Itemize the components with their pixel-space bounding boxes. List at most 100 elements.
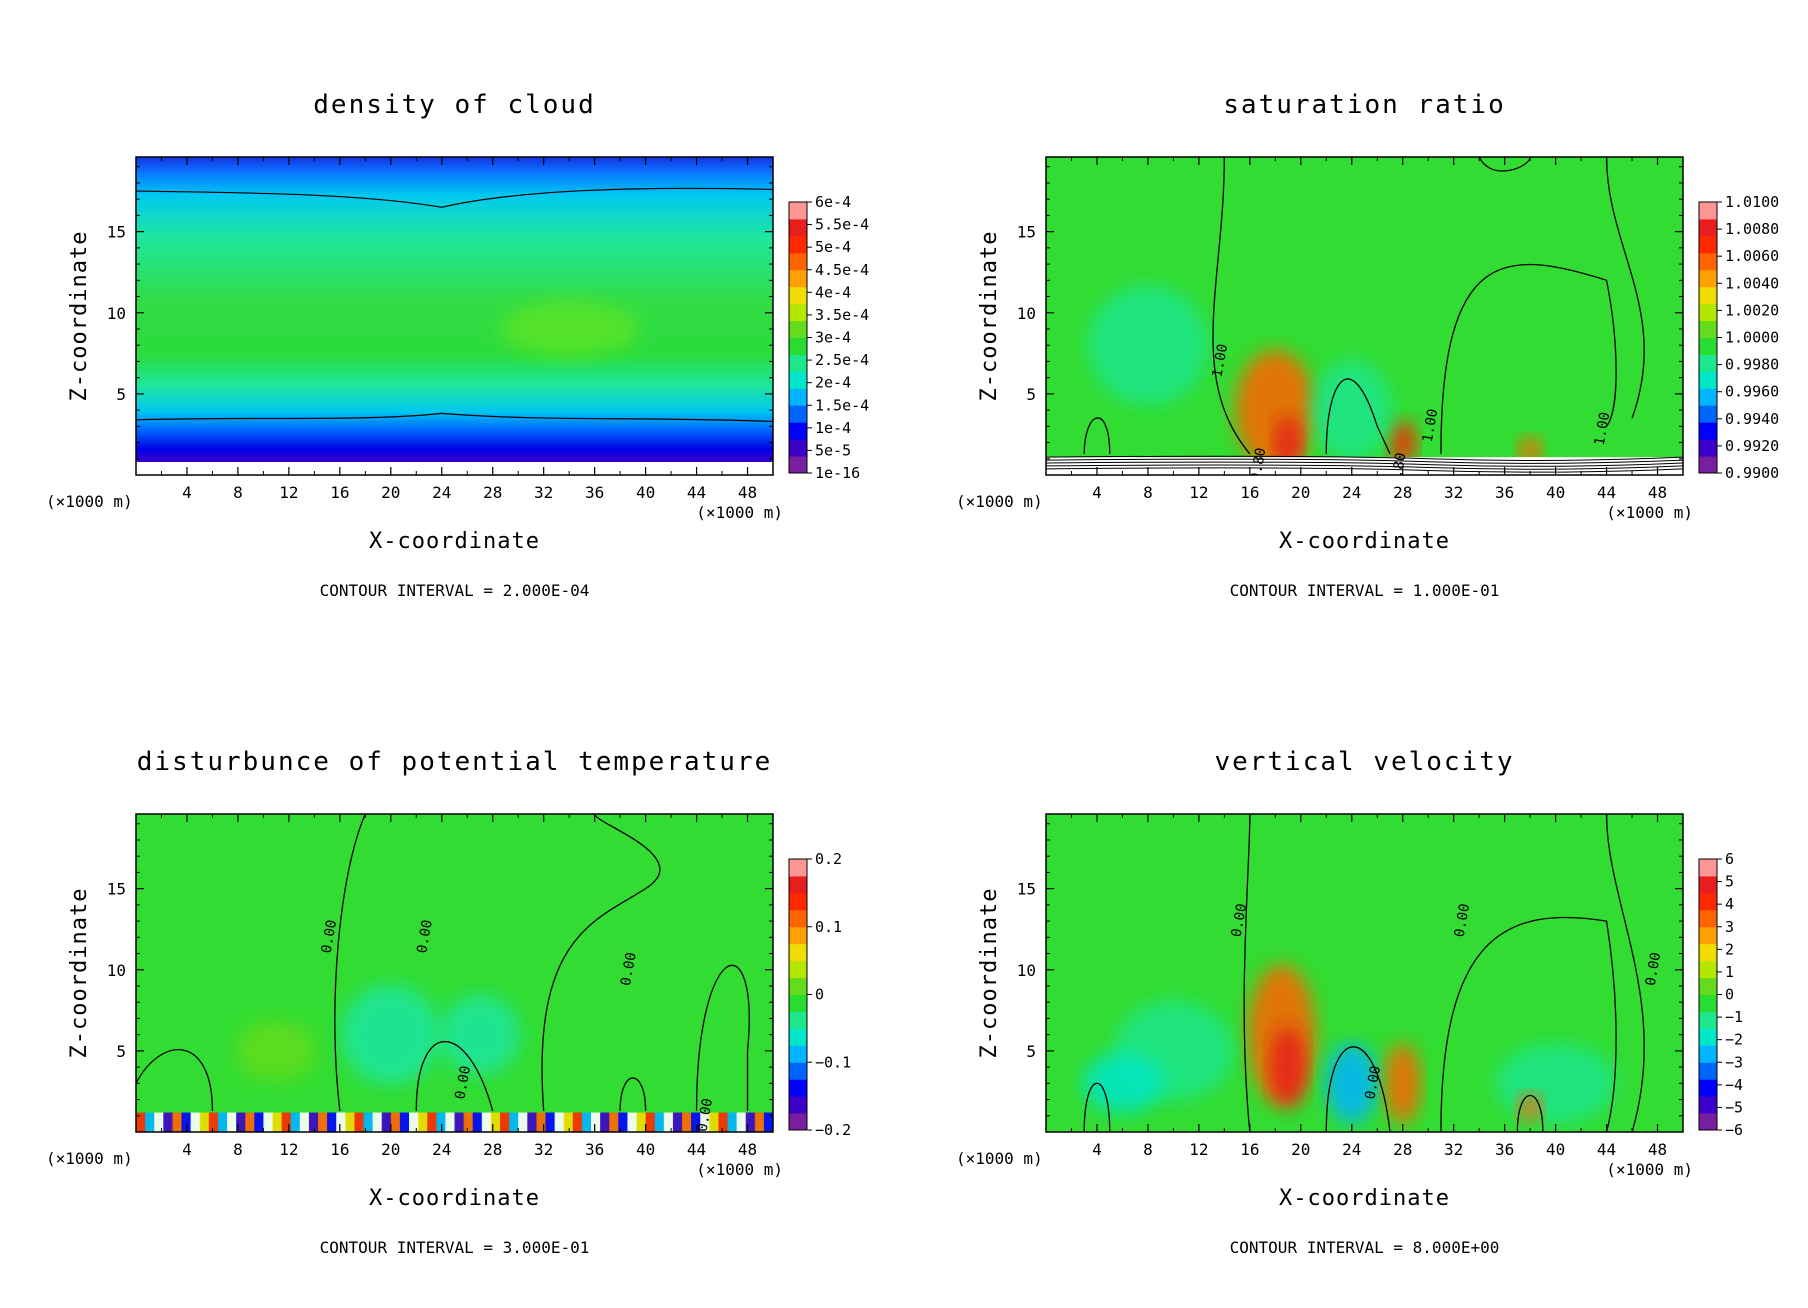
colorbar-swatch	[789, 1062, 807, 1080]
x-tick-label: 4	[182, 1140, 192, 1159]
colorbar-swatch	[1699, 1028, 1717, 1046]
x-tick-label: 12	[1189, 1140, 1208, 1159]
chart-title: density of cloud	[313, 90, 595, 120]
colorbar-label: 3.5e-4	[815, 306, 869, 324]
x-unit-right: (×1000 m)	[696, 1160, 783, 1179]
contour-line	[1440, 263, 1617, 454]
colorbar-swatch	[789, 943, 807, 962]
colorbar-label: 1.0080	[1725, 220, 1779, 238]
contour-line	[1478, 157, 1531, 172]
plot-frame	[135, 813, 774, 1133]
x-tick-label: 40	[1546, 483, 1565, 502]
chart-title: vertical velocity	[1214, 747, 1514, 777]
colorbar-label: 1e-16	[815, 464, 860, 482]
x-unit-right: (×1000 m)	[696, 503, 783, 522]
colorbar-swatch	[789, 303, 807, 322]
colorbar-label: −2	[1725, 1031, 1743, 1049]
colorbar-label: 1e-4	[815, 419, 851, 437]
x-tick-label: 36	[585, 1140, 604, 1159]
colorbar-swatch	[1699, 405, 1717, 423]
colorbar-swatch	[1699, 892, 1717, 911]
x-tick-label: 28	[483, 1140, 502, 1159]
colorbar-swatch	[1699, 1079, 1717, 1097]
x-tick-label: 20	[381, 1140, 400, 1159]
y-axis-label: Z-coordinate	[67, 888, 92, 1059]
colorbar-swatch	[1699, 303, 1717, 322]
colorbar-swatch	[789, 439, 807, 457]
colorbar-label: 4.5e-4	[815, 261, 869, 279]
x-tick-label: 16	[1240, 483, 1259, 502]
x-tick-label: 8	[1143, 1140, 1153, 1159]
field-anomaly	[439, 994, 520, 1075]
colorbar-swatch	[789, 892, 807, 911]
colorbar-label: 0.9980	[1725, 356, 1779, 374]
contour-label: 0.00	[452, 1065, 474, 1101]
colorbar-swatch	[1699, 909, 1717, 928]
contour-line	[1083, 1082, 1111, 1132]
x-tick-label: 20	[381, 483, 400, 502]
x-tick-label: 24	[1342, 483, 1361, 502]
contour-line	[334, 814, 366, 1111]
chart-title: saturation ratio	[1223, 90, 1505, 120]
contour-line	[1243, 814, 1251, 1132]
x-axis-label: X-coordinate	[1279, 529, 1450, 554]
colorbar-label: 5e-4	[815, 238, 851, 256]
x-tick-label: 4	[182, 483, 192, 502]
colorbar: 1e-16 5e-5 1e-4 1.5e-4 2e-4 2.5e-4 3e-4 3.5e-4 4…	[788, 193, 869, 482]
x-tick-label: 16	[330, 483, 349, 502]
colorbar: −0.2 −0.1 0 0.1 0.2	[788, 850, 851, 1139]
colorbar-label: 0.9940	[1725, 410, 1779, 428]
contour-label: 0.80	[1248, 447, 1270, 483]
colorbar-label: 5	[1725, 873, 1734, 891]
x-tick-label: 36	[585, 483, 604, 502]
colorbar-swatch	[1699, 388, 1717, 406]
colorbar-swatch	[1699, 286, 1717, 305]
colorbar-label: 0.1	[815, 918, 842, 936]
contour-label: 0.00	[1362, 1065, 1384, 1101]
x-tick-label: 8	[1143, 483, 1153, 502]
x-tick-label: 24	[1342, 1140, 1361, 1159]
colorbar-label: 0.9960	[1725, 383, 1779, 401]
colorbar-swatch	[789, 875, 807, 894]
colorbar-label: 4e-4	[815, 283, 851, 301]
x-tick-label: 20	[1291, 483, 1310, 502]
colorbar-swatch	[1699, 1096, 1717, 1114]
colorbar-swatch	[789, 269, 807, 288]
x-tick-label: 32	[1444, 1140, 1463, 1159]
contour-line	[695, 964, 750, 1111]
colorbar-swatch	[789, 994, 807, 1012]
colorbar-swatch	[1699, 439, 1717, 457]
colorbar-label: 1	[1725, 963, 1734, 981]
x-tick-label: 24	[432, 1140, 451, 1159]
contour-field: 1.00 1.00 1.00 0.80 0.80	[1046, 157, 1683, 483]
y-tick-label: 10	[107, 961, 126, 980]
x-tick-label: 24	[432, 483, 451, 502]
contour-line	[136, 187, 773, 208]
colorbar-swatch	[789, 1011, 807, 1029]
x-tick-label: 8	[233, 483, 243, 502]
colorbar-swatch	[789, 354, 807, 372]
x-tick-label: 32	[534, 483, 553, 502]
colorbar-swatch	[1699, 960, 1717, 979]
contour-line	[136, 1049, 214, 1111]
contour-label: 0.00	[414, 919, 436, 955]
colorbar-swatch	[789, 859, 807, 877]
y-tick-label: 10	[1017, 304, 1036, 323]
x-tick-label: 12	[279, 1140, 298, 1159]
x-tick-label: 16	[1240, 1140, 1259, 1159]
colorbar-swatch	[789, 218, 807, 237]
x-unit-right: (×1000 m)	[1606, 503, 1693, 522]
colorbar-swatch	[1699, 337, 1717, 355]
colorbar-swatch	[1699, 218, 1717, 237]
x-tick-label: 28	[483, 483, 502, 502]
contour-line	[1083, 417, 1111, 454]
x-unit-right: (×1000 m)	[1606, 1160, 1693, 1179]
contour-label: 0.00	[618, 951, 640, 987]
colorbar-swatch	[789, 337, 807, 355]
colorbar-swatch	[789, 1113, 807, 1131]
colorbar: −6 −5 −4 −3 −2 −1 0 1 2 3 4 5 6	[1698, 850, 1743, 1139]
contour-interval: CONTOUR INTERVAL = 8.000E+00	[1230, 1238, 1500, 1257]
colorbar-label: −0.2	[815, 1121, 851, 1139]
contour-line	[1605, 814, 1645, 1132]
